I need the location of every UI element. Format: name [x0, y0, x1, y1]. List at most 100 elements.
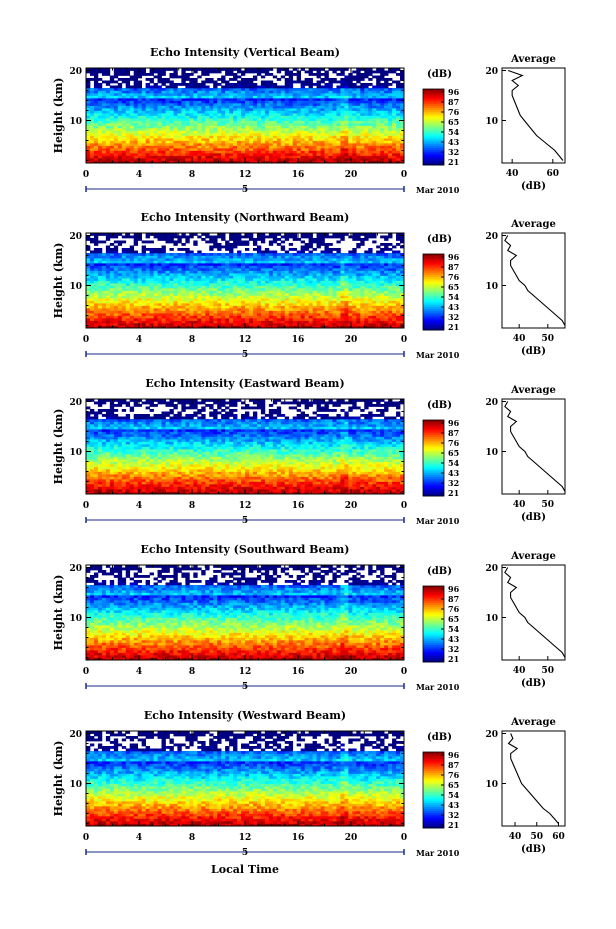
heatmap-cell [300, 160, 305, 164]
heatmap-cell [252, 270, 258, 274]
heatmap-cell [93, 275, 99, 279]
heatmap-cell [312, 68, 317, 71]
heatmap-cell [336, 308, 341, 311]
heatmap-cell [185, 113, 190, 116]
heatmap-cell [97, 278, 103, 281]
heatmap-cell [177, 308, 182, 311]
heatmap-cell [233, 153, 238, 156]
heatmap-cell [376, 123, 381, 126]
heatmap-cell [217, 68, 222, 71]
heatmap-cell [97, 325, 103, 329]
heatmap-cell [264, 325, 270, 329]
heatmap-cell [344, 75, 349, 79]
heatmap-cell [193, 318, 198, 321]
heatmap-cell [272, 295, 278, 299]
heatmap-cell [332, 120, 337, 124]
heatmap-cell [217, 298, 222, 301]
heatmap-cell [368, 90, 373, 94]
heatmap-cell [165, 150, 170, 154]
heatmap-cell [125, 88, 131, 91]
heatmap-cell [217, 270, 222, 274]
heatmap-cell [141, 315, 146, 319]
heatmap-cell [348, 83, 353, 86]
heatmap-cell [233, 143, 238, 146]
heatmap-cell [312, 323, 317, 326]
heatmap-cell [213, 160, 218, 164]
heatmap-cell [368, 143, 373, 146]
heatmap-cell [304, 130, 309, 134]
heatmap-cell [221, 98, 226, 101]
heatmap-cell [93, 128, 99, 131]
heatmap-cell [165, 148, 170, 151]
heatmap-cell [328, 113, 333, 116]
heatmap-cell [93, 145, 99, 149]
heatmap-cell [145, 308, 150, 311]
heatmap-cell [89, 128, 95, 131]
heatmap-cell [161, 70, 166, 74]
heatmap-cell [292, 118, 298, 121]
heatmap-cell [296, 310, 302, 314]
heatmap-cell [217, 275, 222, 279]
heatmap-cell [368, 138, 373, 141]
heatmap-cell [101, 288, 107, 291]
heatmap-cell [221, 85, 226, 89]
heatmap-cell [241, 90, 246, 94]
heatmap-cell [280, 300, 286, 304]
heatmap-cell [113, 323, 119, 326]
heatmap-cell [153, 115, 158, 119]
heatmap-cell [177, 100, 182, 104]
heatmap-cell [245, 103, 250, 106]
heatmap-cell [300, 110, 305, 114]
heatmap-cell [133, 143, 139, 146]
heatmap-cell [348, 143, 353, 146]
heatmap-cell [256, 118, 262, 121]
heatmap-cell [121, 280, 127, 284]
heatmap-cell [312, 290, 317, 294]
heatmap-cell [233, 270, 238, 274]
heatmap-cell [165, 278, 170, 281]
heatmap-cell [177, 95, 182, 99]
heatmap-cell [221, 290, 226, 294]
heatmap-cell [256, 93, 262, 96]
colorbar-tick-label: 76 [448, 107, 460, 117]
heatmap-cell [101, 278, 107, 281]
heatmap-cell [101, 318, 107, 321]
heatmap-cell [117, 293, 123, 296]
heatmap-cell [193, 138, 198, 141]
heatmap-cell [340, 138, 345, 141]
heatmap-cell [149, 310, 154, 314]
heatmap-cell [276, 148, 282, 151]
heatmap-cell [396, 125, 401, 129]
heatmap-cell [225, 293, 230, 296]
heatmap-cell [384, 300, 389, 304]
heatmap-cell [197, 315, 202, 319]
heatmap-cell [388, 105, 393, 109]
heatmap-cell [336, 145, 341, 149]
heatmap-cell [364, 313, 369, 316]
heatmap-cell [201, 113, 206, 116]
heatmap-cell [392, 140, 397, 144]
colorbar-frame [422, 88, 445, 166]
heatmap-cell [372, 75, 377, 79]
heatmap-cell [320, 110, 325, 114]
heatmap-cell [209, 318, 214, 321]
heatmap-cell [296, 155, 302, 159]
heatmap-cell [225, 128, 230, 131]
heatmap-cell [372, 105, 377, 109]
heatmap-cell [252, 83, 258, 86]
heatmap-cell [113, 153, 119, 156]
heatmap-cell [169, 290, 174, 294]
heatmap-cell [189, 130, 194, 134]
heatmap-cell [292, 125, 298, 129]
heatmap-cell [384, 85, 389, 89]
heatmap-cell [133, 323, 139, 326]
heatmap-cell [332, 110, 337, 114]
heatmap-cell [165, 295, 170, 299]
heatmap-cell [205, 150, 210, 154]
heatmap-cell [145, 123, 150, 126]
heatmap-cell [296, 75, 302, 79]
heatmap-cell [336, 313, 341, 316]
heatmap-cell [165, 93, 170, 96]
heatmap-cell [300, 283, 305, 286]
heatmap-cell [336, 90, 341, 94]
